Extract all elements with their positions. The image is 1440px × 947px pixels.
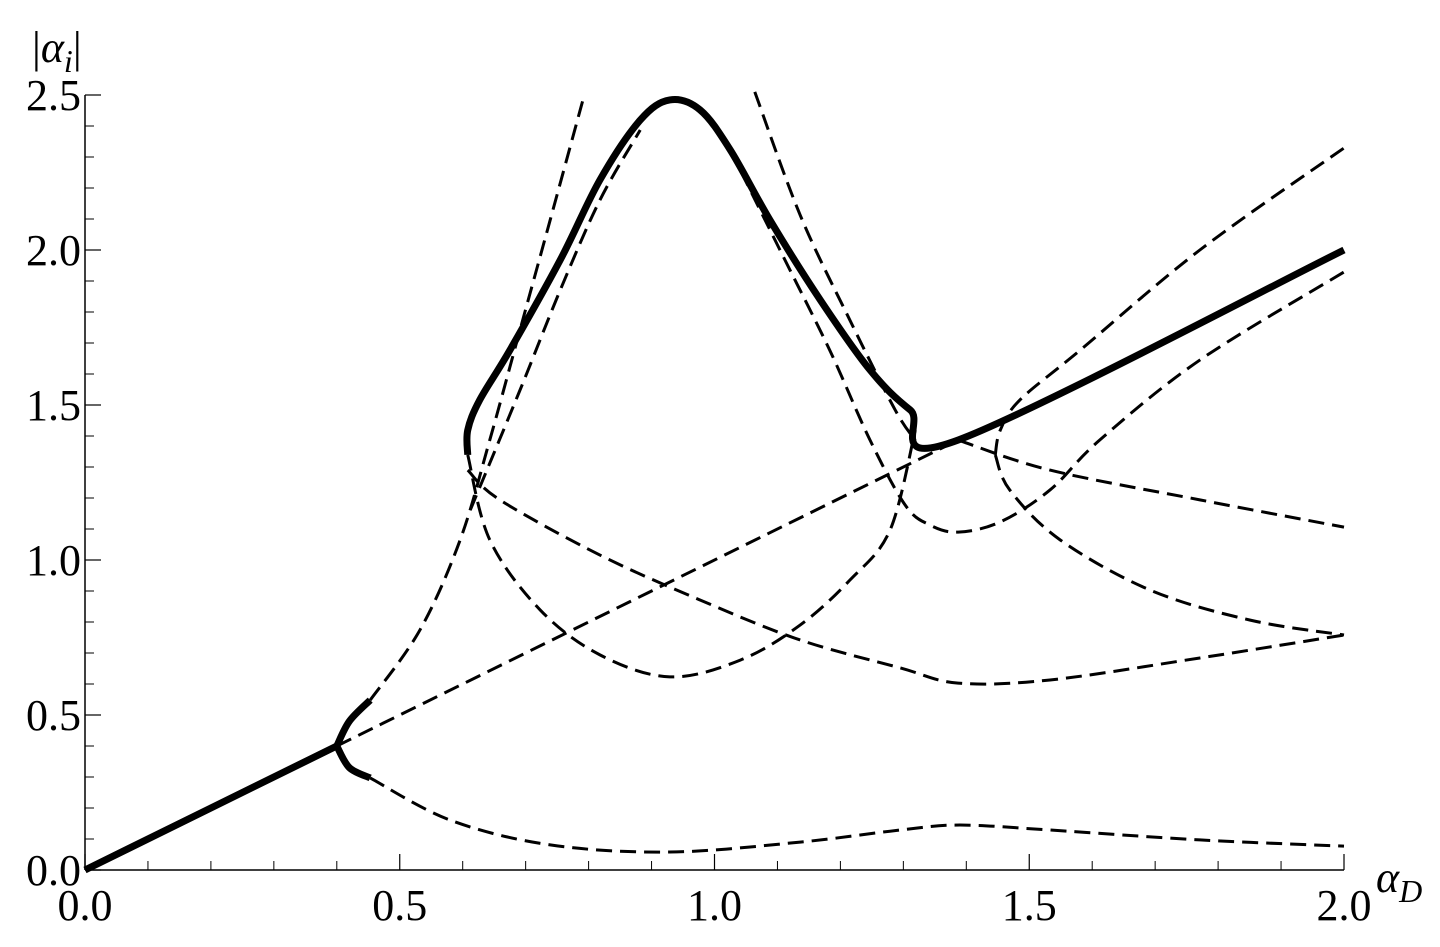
- x-label-symbol: α: [1376, 853, 1400, 902]
- x-tick-label: 1.5: [1002, 881, 1057, 930]
- y-label-symbol: α: [41, 23, 65, 72]
- solid-line: [463, 96, 1346, 456]
- dashed-line: [466, 469, 1345, 686]
- solid-line: [333, 744, 372, 782]
- y-tick-label: 1.5: [26, 381, 81, 430]
- dashed-line: [468, 129, 642, 511]
- x-label-sub: D: [1398, 873, 1422, 909]
- dashed-line: [336, 438, 959, 748]
- x-axis-label: αD: [1376, 853, 1422, 909]
- x-tick-label: 2.0: [1317, 881, 1372, 930]
- y-tick-label: 2.0: [26, 226, 81, 275]
- dashed-line: [369, 776, 1345, 854]
- dashed-line: [368, 99, 585, 701]
- y-tick-label: 1.0: [26, 536, 81, 585]
- y-tick-label: 0.0: [26, 846, 81, 895]
- solid-line: [83, 742, 339, 874]
- dashed-line: [993, 454, 1345, 637]
- solid-line: [333, 697, 373, 748]
- dashed-line: [957, 438, 1345, 529]
- x-tick-label: 0.5: [372, 881, 427, 930]
- y-label-sub: i: [64, 43, 73, 79]
- y-axis-label: |αi|: [32, 23, 82, 79]
- x-tick-label: 0.0: [58, 881, 113, 930]
- dashed-line: [728, 149, 1345, 534]
- dashed-line: [753, 91, 917, 441]
- y-label-bar: |: [32, 23, 41, 72]
- y-tick-label: 0.5: [26, 691, 81, 740]
- y-label-bar: |: [73, 23, 82, 72]
- dashed-line: [993, 146, 1345, 456]
- x-tick-label: 1.0: [687, 881, 742, 930]
- dashed-line: [466, 429, 917, 679]
- y-tick-label: 2.5: [26, 71, 81, 120]
